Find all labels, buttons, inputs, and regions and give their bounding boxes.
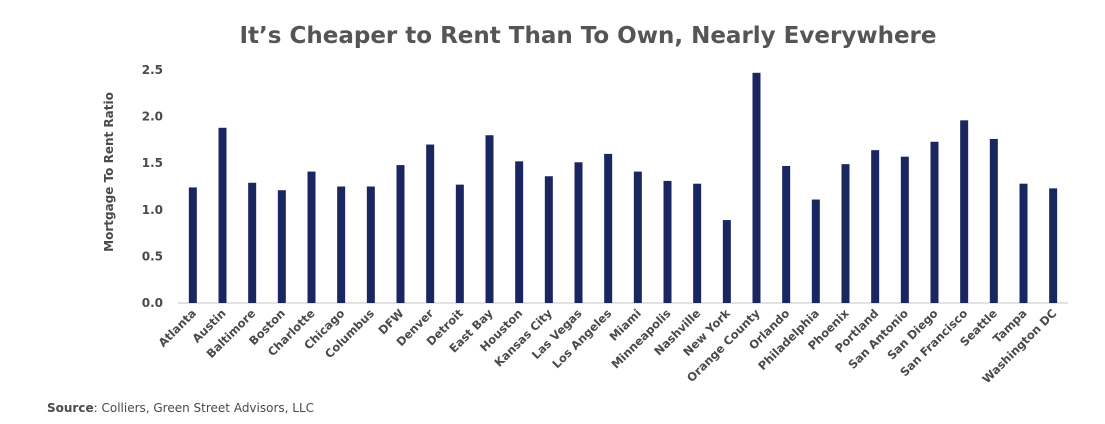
bar xyxy=(515,161,524,303)
bar xyxy=(604,153,613,303)
bar xyxy=(663,180,672,303)
bar xyxy=(693,183,702,303)
bar xyxy=(1019,183,1028,303)
y-tick-label: 0.5 xyxy=(142,249,163,263)
y-axis-label: Mortgage To Rent Ratio xyxy=(102,92,116,252)
bar xyxy=(841,164,850,303)
bar xyxy=(277,190,286,303)
y-axis-ticks: 0.0 0.5 1.0 1.5 2.0 2.5 xyxy=(142,63,163,310)
bar xyxy=(188,187,197,303)
bar xyxy=(485,135,494,303)
bar xyxy=(752,72,761,304)
bar xyxy=(396,165,405,303)
bar xyxy=(871,150,880,303)
bar xyxy=(248,182,257,303)
x-axis-ticks: AtlantaAustinBaltimoreBostonCharlotteChi… xyxy=(155,306,1059,386)
bar xyxy=(811,199,820,303)
bar-chart: It’s Cheaper to Rent Than To Own, Nearly… xyxy=(102,23,1068,386)
bar xyxy=(455,184,464,303)
bar xyxy=(337,186,346,303)
chart-title: It’s Cheaper to Rent Than To Own, Nearly… xyxy=(240,23,937,49)
bar xyxy=(1049,188,1058,303)
bars xyxy=(188,72,1058,304)
bar xyxy=(960,120,969,303)
bar xyxy=(989,138,998,303)
y-tick-label: 2.5 xyxy=(142,63,163,77)
bar xyxy=(633,171,642,303)
y-tick-label: 0.0 xyxy=(142,296,163,310)
bar xyxy=(782,165,791,303)
bar xyxy=(307,171,316,303)
y-tick-label: 2.0 xyxy=(142,110,163,124)
x-tick-label: Atlanta xyxy=(155,306,199,350)
y-tick-label: 1.5 xyxy=(142,156,163,170)
y-tick-label: 1.0 xyxy=(142,203,163,217)
bar xyxy=(426,144,435,303)
source-note: Source: Colliers, Green Street Advisors,… xyxy=(47,401,314,415)
bar xyxy=(722,220,731,303)
bar xyxy=(900,156,909,303)
bar xyxy=(544,176,553,303)
bar xyxy=(366,186,375,303)
bar xyxy=(930,141,939,303)
source-label: Source xyxy=(47,401,94,415)
source-text: : Colliers, Green Street Advisors, LLC xyxy=(93,401,315,415)
bar xyxy=(218,127,227,303)
bar xyxy=(574,162,583,303)
